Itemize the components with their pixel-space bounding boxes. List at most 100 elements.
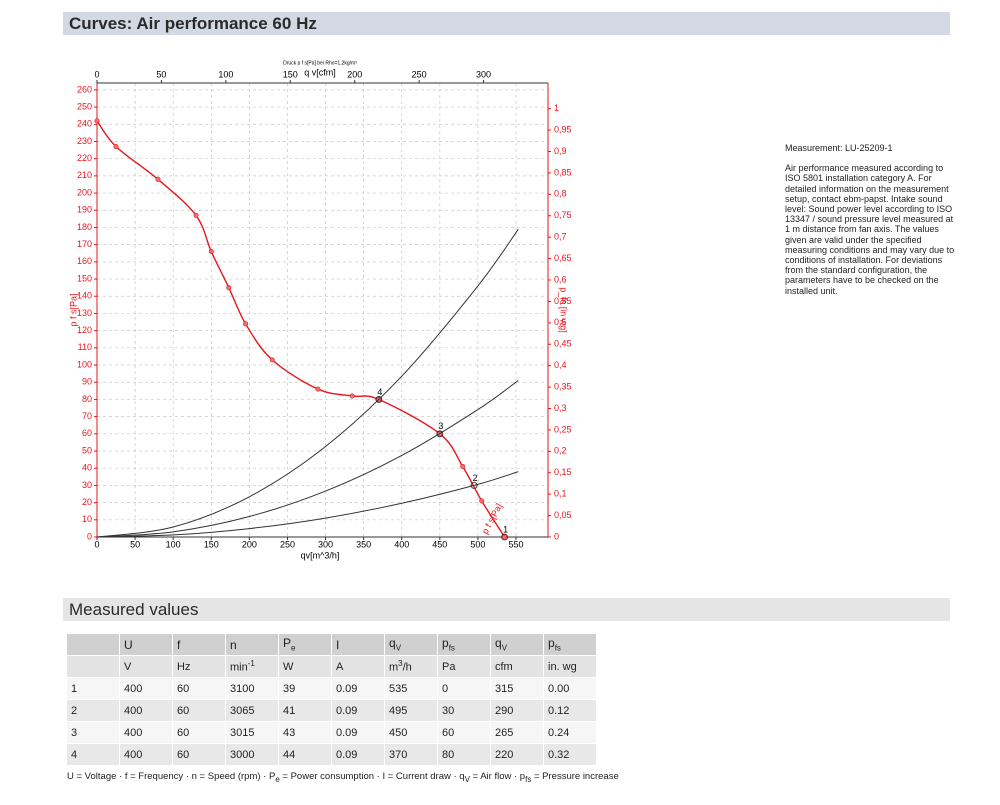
x2-axis-label: q v[cfm]	[304, 67, 336, 77]
table-cell: 60	[173, 722, 226, 744]
y-tick-label: 160	[77, 256, 92, 266]
y-tick-label: 230	[77, 136, 92, 146]
y2-tick-label: 0	[554, 531, 559, 541]
header-cell: Hz	[173, 656, 226, 678]
y2-tick-label: 0,2	[554, 446, 567, 456]
data-point	[502, 534, 508, 540]
y2-axis-label: p_fs [in wg]	[559, 287, 569, 333]
cell-text: p	[442, 636, 449, 651]
cell-text: = Air flow · p	[469, 771, 526, 782]
y-tick-label: 70	[82, 411, 92, 421]
header-cell: min-1	[226, 656, 279, 678]
cell-text: f	[177, 637, 181, 652]
header-cell: n	[226, 634, 279, 656]
superscript: -1	[247, 659, 255, 669]
table-cell: 60	[438, 722, 491, 744]
y2-tick-label: 0,15	[554, 467, 572, 477]
x-tick-label: 400	[394, 539, 409, 549]
y-tick-label: 90	[82, 377, 92, 387]
data-point	[113, 144, 119, 150]
y-tick-label: 60	[82, 428, 92, 438]
y-tick-label: 100	[77, 359, 92, 369]
x-tick-label: 200	[242, 539, 257, 549]
table-cell: 0.24	[544, 722, 597, 744]
measurement-id: Measurement: LU-25209-1	[785, 143, 893, 153]
cell-text: q	[495, 636, 502, 651]
subscript: fs	[525, 774, 532, 784]
data-point	[226, 285, 232, 291]
header-cell: V	[120, 656, 173, 678]
x2-tick-label: 250	[412, 69, 427, 79]
header-cell: m3/h	[385, 656, 438, 678]
table-cell: 0.09	[332, 744, 385, 766]
x-tick-label: 250	[280, 539, 295, 549]
y-tick-label: 190	[77, 205, 92, 215]
y2-tick-label: 0,5	[554, 317, 567, 327]
y-tick-label: 20	[82, 497, 92, 507]
y2-tick-label: 0,45	[554, 339, 572, 349]
x-tick-label: 0	[94, 539, 99, 549]
operating-point-label: 2	[473, 473, 478, 483]
subscript: V	[464, 774, 470, 784]
table-cell: 400	[120, 700, 173, 722]
cell-text: q	[389, 636, 396, 651]
y-tick-label: 150	[77, 273, 92, 283]
table-cell: 80	[438, 744, 491, 766]
y-tick-label: 180	[77, 222, 92, 232]
data-point	[349, 393, 355, 399]
header-cell	[67, 656, 120, 678]
x2-tick-label: 300	[476, 69, 491, 79]
x-tick-label: 100	[166, 539, 181, 549]
header-cell	[67, 634, 120, 656]
table-cell: 290	[491, 700, 544, 722]
table-cell: 3000	[226, 744, 279, 766]
y2-tick-label: 0,3	[554, 403, 567, 413]
table-row: 2 400 60 3065 41 0.09 495 30 290 0.12	[67, 700, 597, 722]
y2-tick-label: 0,9	[554, 146, 567, 156]
table-cell: 0.00	[544, 678, 597, 700]
x2-tick-label: 50	[156, 69, 166, 79]
x2-tick-label: 150	[283, 69, 298, 79]
header-cell: Pe	[279, 634, 332, 656]
x2-tick-label: 100	[218, 69, 233, 79]
table-cell: 41	[279, 700, 332, 722]
y2-tick-label: 0,65	[554, 253, 572, 263]
table-cell: 265	[491, 722, 544, 744]
table-cell: 400	[120, 722, 173, 744]
table-cell: 3	[67, 722, 120, 744]
y2-tick-label: 0,85	[554, 167, 572, 177]
subscript: fs	[448, 643, 455, 653]
table-cell: 0.12	[544, 700, 597, 722]
operating-point-label: 1	[503, 524, 508, 534]
x-tick-label: 550	[508, 539, 523, 549]
cell-text: A	[336, 660, 344, 673]
y2-tick-label: 0,55	[554, 296, 572, 306]
header-cell: Pa	[438, 656, 491, 678]
x-tick-label: 500	[470, 539, 485, 549]
chart: Druck p f s[Pa] bei Rho=1,2kg/m³ q v[cfm…	[68, 60, 572, 560]
x-axis-label: qv[m^3/h]	[301, 550, 340, 560]
cell-text: = Power consumption · I = Current draw ·…	[279, 771, 465, 782]
operating-point-label: 3	[438, 421, 443, 431]
y-tick-label: 120	[77, 325, 92, 335]
table-cell: 315	[491, 678, 544, 700]
cell-text: Hz	[177, 660, 191, 673]
operating-point	[375, 396, 383, 403]
table-row: 1 400 60 3100 39 0.09 535 0 315 0.00	[67, 678, 597, 700]
cell-text: p	[548, 636, 555, 651]
y-tick-label: 200	[77, 187, 92, 197]
cell-text: min	[230, 661, 248, 674]
cell-text: V	[124, 660, 132, 673]
chart-title: Druck p f s[Pa] bei Rho=1,2kg/m³	[283, 60, 357, 66]
x-tick-label: 450	[432, 539, 447, 549]
table-cell: 220	[491, 744, 544, 766]
section-title: Curves: Air performance 60 Hz	[63, 12, 950, 35]
y-axis-label: p f s[Pa]	[68, 293, 78, 326]
y2-tick-label: 1	[554, 103, 559, 113]
table-cell: 370	[385, 744, 438, 766]
y2-tick-label: 0,7	[554, 232, 567, 242]
data-point	[155, 176, 161, 182]
y2-tick-label: 0,25	[554, 424, 572, 434]
data-point	[94, 118, 100, 124]
